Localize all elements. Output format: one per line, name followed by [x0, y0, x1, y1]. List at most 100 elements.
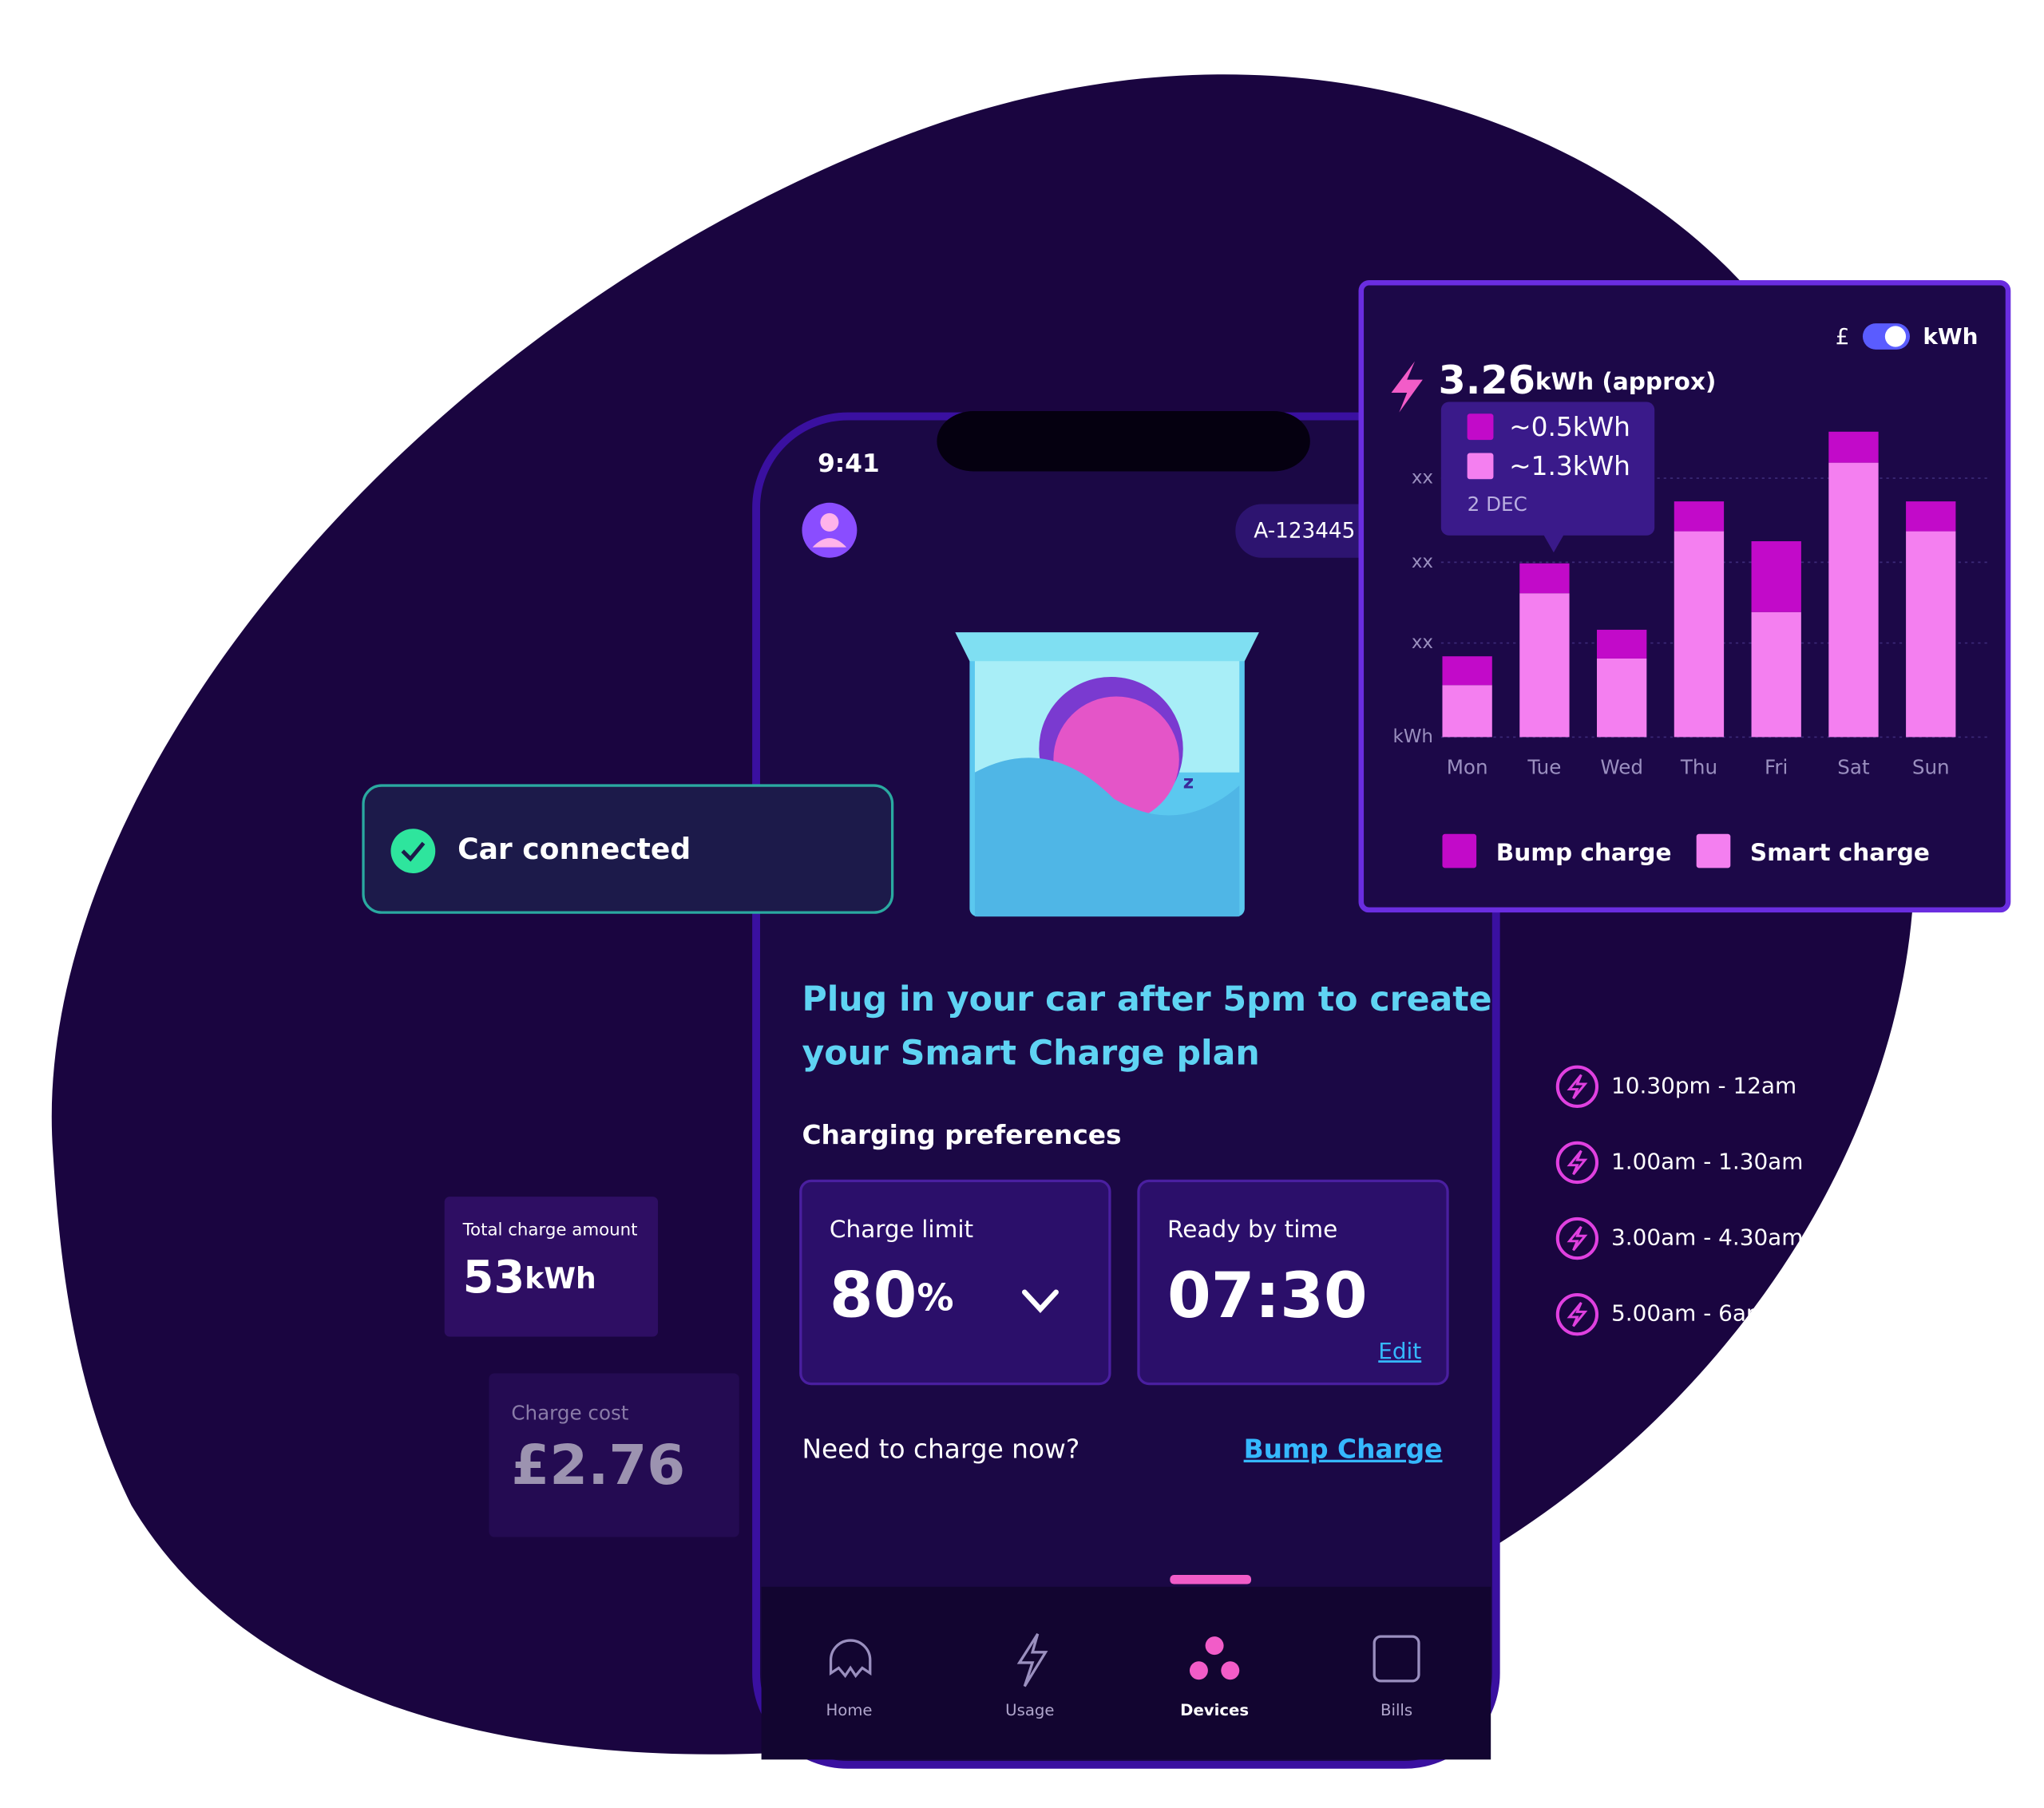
x-tick-label: Tue — [1527, 756, 1561, 779]
toggle-knob — [1884, 326, 1907, 347]
charge-cost-card — [489, 1373, 739, 1537]
ready-by-card — [1137, 1179, 1449, 1386]
value: 3.26 — [1439, 356, 1535, 402]
usage-icon[interactable] — [1016, 1632, 1048, 1687]
charge-limit-value: 80% — [830, 1259, 954, 1332]
bar-segment — [1519, 593, 1570, 738]
card-label: Ready by time — [1167, 1216, 1337, 1243]
legend-label: Bump charge — [1496, 839, 1672, 866]
bar-segment — [1751, 541, 1801, 612]
nav-label[interactable]: Bills — [1380, 1701, 1412, 1719]
value: 53 — [463, 1252, 525, 1304]
value: 80 — [830, 1259, 917, 1332]
home-icon[interactable] — [829, 1639, 872, 1679]
x-tick-label: Thu — [1680, 756, 1717, 779]
unit: kWh (approx) — [1535, 367, 1717, 394]
nav-label[interactable]: Usage — [1005, 1701, 1054, 1719]
unit: % — [917, 1276, 953, 1319]
bolt-icon — [1391, 361, 1423, 413]
bar-segment — [1828, 431, 1879, 463]
y-tick-label: kWh — [1392, 726, 1433, 747]
bar-segment — [1597, 629, 1647, 659]
dropdown-chevron[interactable] — [1021, 1289, 1059, 1313]
bolt-icon — [1567, 1225, 1588, 1252]
check-mark — [401, 841, 426, 862]
car-status: Car connected — [458, 833, 691, 866]
devices-icon — [1189, 1661, 1208, 1680]
zzz: z — [1183, 772, 1194, 793]
legend-swatch — [1696, 833, 1731, 868]
phone: 9:41 A-123445 z Plug in your car after 5… — [752, 410, 1500, 1769]
tooltip-pointer — [1543, 534, 1565, 553]
legend-label: Smart charge — [1750, 839, 1930, 866]
toggle-option[interactable]: kWh — [1923, 323, 1978, 350]
headboard — [955, 632, 1259, 662]
blanket — [974, 758, 1240, 917]
tab-indicator — [1170, 1575, 1252, 1584]
section-title: Charging preferences — [802, 1120, 1121, 1150]
y-tick-label: xx — [1412, 632, 1433, 653]
edit-link[interactable]: Edit — [1378, 1338, 1421, 1364]
y-tick-label: xx — [1412, 552, 1433, 572]
devices-icon[interactable] — [1205, 1636, 1224, 1656]
tooltip-value: ~1.3kWh — [1509, 451, 1630, 481]
plot: kWh xx xx xx Mon Tue Wed Thu Fri Sat Sun Bump charg… — [1392, 431, 1991, 868]
bar-segment — [1519, 563, 1570, 594]
total-charge: 53kWh — [463, 1252, 596, 1304]
legend-swatch — [1442, 833, 1477, 868]
bolt-icon — [1567, 1301, 1588, 1327]
tooltip-date: 2 DEC — [1468, 493, 1527, 516]
account-pill[interactable] — [1235, 504, 1393, 558]
schedule-slot: 3.00am - 4.30am — [1611, 1224, 1803, 1251]
devices-icon — [1221, 1661, 1240, 1680]
status-time: 9:41 — [818, 449, 880, 478]
bills-icon[interactable] — [1373, 1635, 1420, 1683]
bar-segment — [1674, 501, 1725, 532]
card-label: Charge limit — [830, 1216, 973, 1243]
x-tick-label: Sat — [1837, 756, 1870, 779]
x-tick-label: Mon — [1447, 756, 1488, 779]
schedule-slot: 10.30pm - 12am — [1611, 1072, 1796, 1098]
chart-total: 3.26kWh (approx) — [1439, 356, 1717, 402]
nav-label[interactable]: Home — [826, 1701, 872, 1719]
bar-segment — [1597, 658, 1647, 738]
bar-segment — [1674, 531, 1725, 738]
y-tick-label: xx — [1412, 468, 1433, 489]
schedule-slot: 5.00am - 6am — [1611, 1300, 1768, 1327]
bar-segment — [1828, 462, 1879, 738]
charge-limit-card[interactable] — [799, 1179, 1111, 1386]
tooltip-swatch — [1467, 413, 1494, 441]
bolt-icon — [1567, 1074, 1588, 1099]
notch — [937, 410, 1310, 472]
bolt-ring — [1555, 1293, 1599, 1336]
x-tick-label: Sun — [1912, 756, 1950, 779]
account-id: A-123445 — [1254, 519, 1355, 543]
x-tick-label: Fri — [1765, 756, 1788, 779]
charge-now-text: Need to charge now? — [802, 1434, 1079, 1465]
bolt-ring — [1555, 1065, 1599, 1108]
bar-segment — [1751, 611, 1801, 738]
bar-segment — [1906, 531, 1956, 738]
toggle-option[interactable]: £ — [1836, 323, 1850, 350]
sleep-illustration: z — [955, 632, 1259, 917]
bump-charge-link[interactable]: Bump Charge — [1244, 1434, 1443, 1465]
bolt-ring — [1555, 1141, 1599, 1185]
tooltip-value: ~0.5kWh — [1509, 412, 1630, 442]
headline: Plug in your car after 5pm to create — [802, 979, 1491, 1019]
schedule-slot: 1.00am - 1.30am — [1611, 1148, 1803, 1174]
avatar-head — [820, 512, 839, 532]
bar-segment — [1906, 501, 1956, 532]
unit: kWh — [525, 1262, 596, 1296]
card-label: Total charge amount — [462, 1220, 638, 1240]
tooltip: ~0.5kWh ~1.3kWh 2 DEC — [1440, 402, 1655, 553]
charge-cost: £2.76 — [511, 1434, 685, 1497]
headline: your Smart Charge plan — [802, 1033, 1259, 1073]
check-icon — [390, 829, 436, 873]
bolt-icon — [1567, 1149, 1588, 1176]
ready-by-value: 07:30 — [1167, 1259, 1368, 1332]
nav-label[interactable]: Devices — [1180, 1701, 1249, 1719]
bar-segment — [1442, 685, 1492, 738]
tooltip-box — [1440, 402, 1655, 536]
